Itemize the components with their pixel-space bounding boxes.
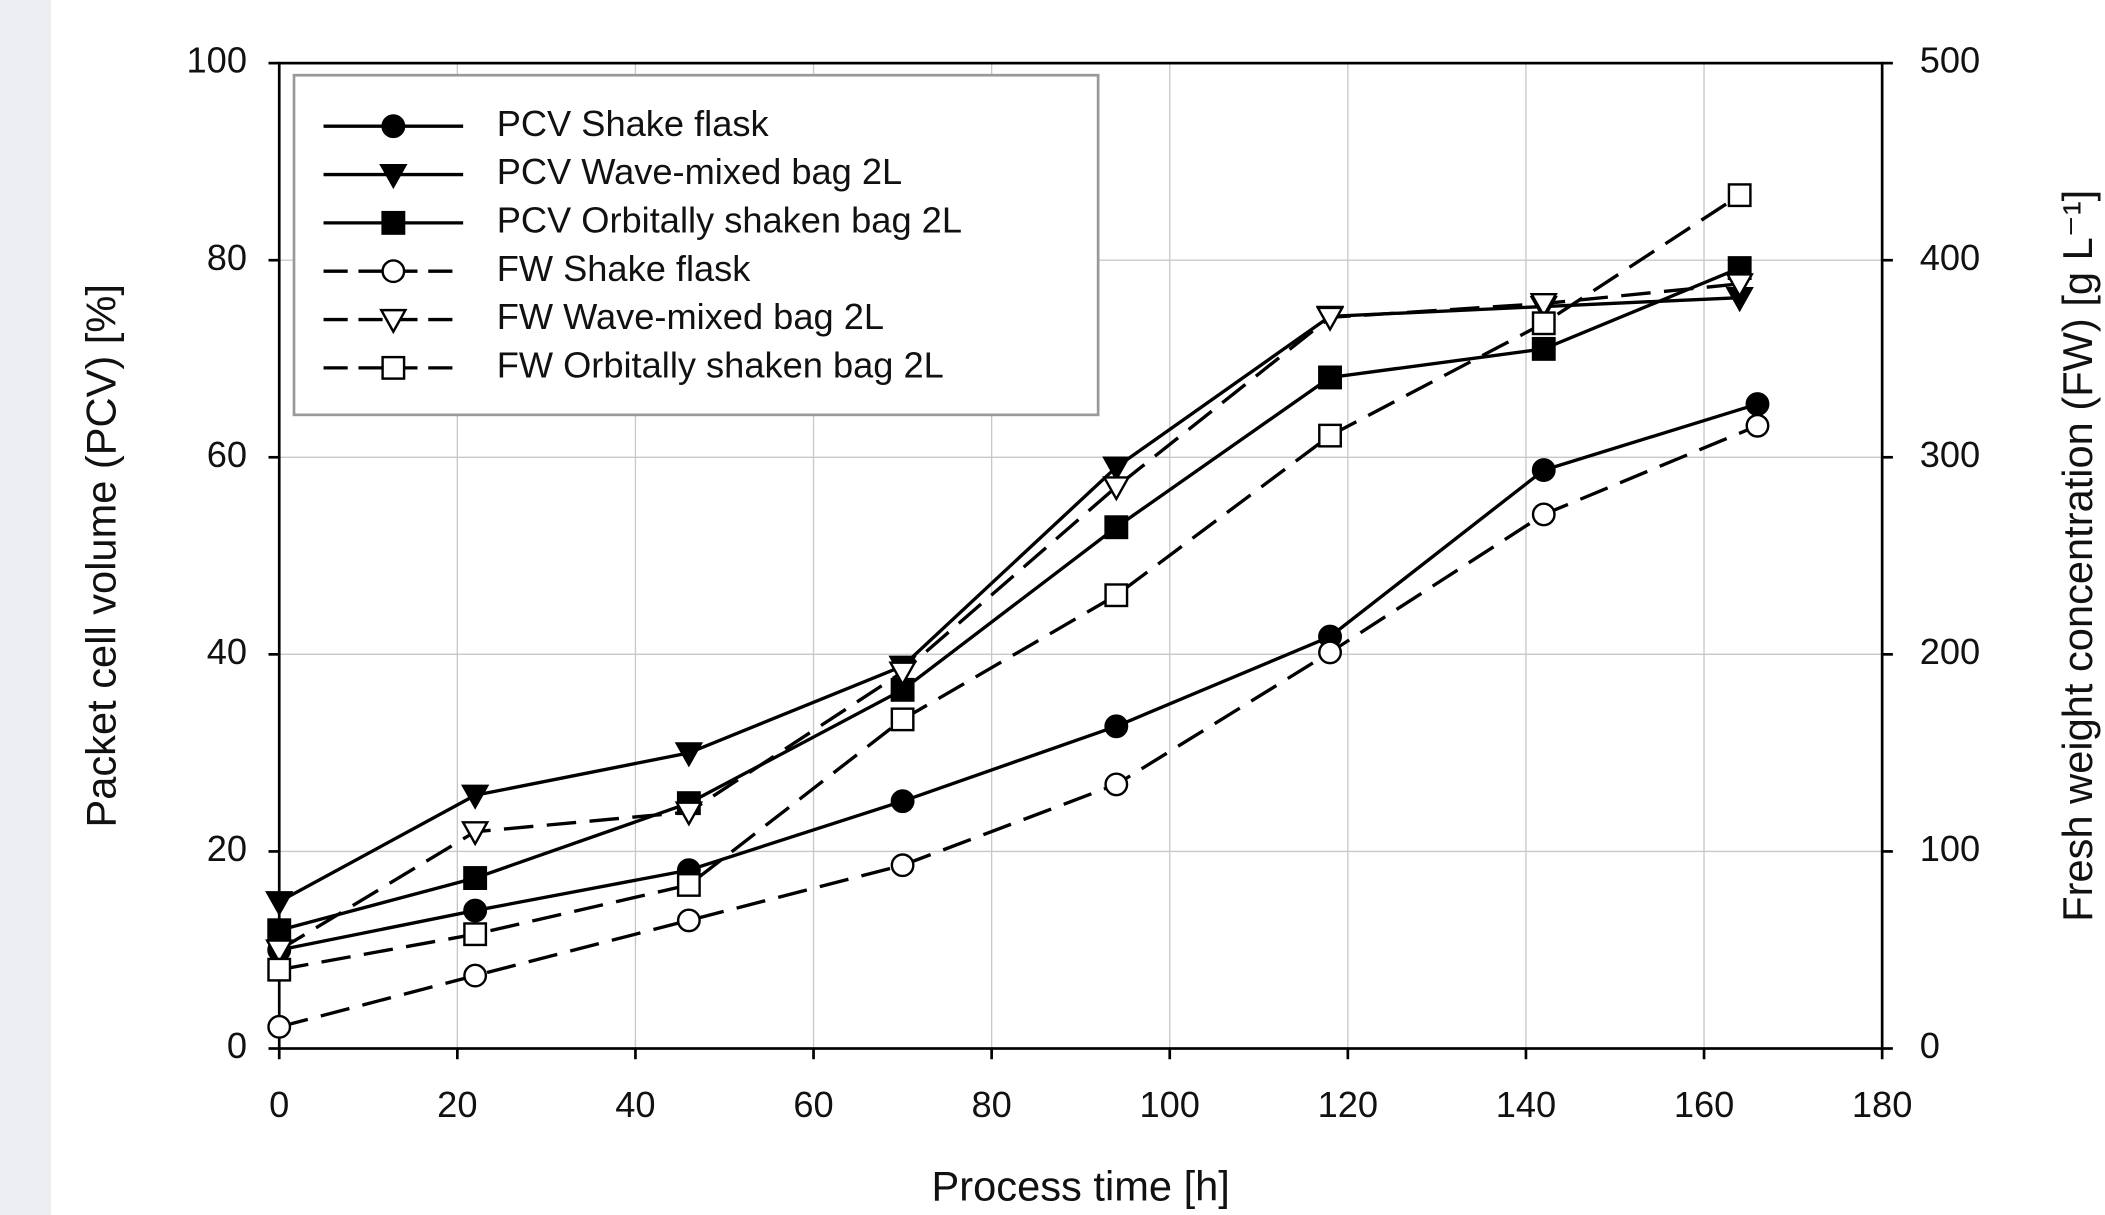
y-axis-label: Packet cell volume (PCV) [%] xyxy=(78,284,125,827)
series-line xyxy=(278,193,1741,972)
marker xyxy=(460,821,490,847)
marker xyxy=(1745,392,1770,417)
side-panel xyxy=(0,0,52,1215)
x-tick-label: 20 xyxy=(437,1084,477,1125)
x-tick-label: 80 xyxy=(971,1084,1011,1125)
x-tick-label: 60 xyxy=(793,1084,833,1125)
x-tick-label: 160 xyxy=(1674,1084,1734,1125)
marker xyxy=(1531,458,1556,483)
marker xyxy=(463,898,488,923)
x-tick-label: 100 xyxy=(1140,1084,1200,1125)
y2-tick-label: 200 xyxy=(1920,631,1980,672)
marker xyxy=(674,742,704,768)
y2-tick-label: 0 xyxy=(1920,1025,1940,1066)
x-tick-label: 120 xyxy=(1318,1084,1378,1125)
y2-tick-label: 100 xyxy=(1920,828,1980,869)
series-line xyxy=(278,282,1740,952)
x-tick-label: 180 xyxy=(1852,1084,1912,1125)
marker xyxy=(265,891,294,917)
y-tick-label: 60 xyxy=(207,434,247,475)
marker xyxy=(463,963,488,988)
y-tick-label: 80 xyxy=(207,237,247,278)
marker xyxy=(890,853,915,878)
x-tick-label: 140 xyxy=(1496,1084,1556,1125)
y-tick-label: 0 xyxy=(227,1025,247,1066)
series-line xyxy=(278,424,1759,1029)
marker xyxy=(1315,306,1345,332)
legend-label: FW Wave-mixed bag 2L xyxy=(497,296,884,337)
marker xyxy=(888,661,917,687)
marker xyxy=(1104,515,1129,540)
legend-marker xyxy=(379,163,408,190)
legend-label: PCV Orbitally shaken bag 2L xyxy=(497,199,962,240)
marker xyxy=(1531,311,1556,336)
marker xyxy=(890,707,915,732)
legend-label: FW Orbitally shaken bag 2L xyxy=(497,344,944,385)
legend-marker xyxy=(381,355,406,380)
marker xyxy=(267,957,292,982)
marker xyxy=(1318,640,1342,665)
marker xyxy=(1725,273,1754,299)
y2-tick-label: 300 xyxy=(1920,434,1980,475)
marker xyxy=(1745,413,1770,438)
legend-label: PCV Shake flask xyxy=(497,103,770,144)
marker xyxy=(463,866,488,890)
x-tick-label: 40 xyxy=(615,1084,655,1125)
x-axis-label: Process time [h] xyxy=(932,1162,1230,1209)
series-line xyxy=(278,295,1740,904)
marker xyxy=(890,789,915,814)
legend-box xyxy=(292,73,1100,417)
y-tick-label: 20 xyxy=(207,828,247,869)
plot-frame xyxy=(277,61,1884,1050)
legend-label: FW Shake flask xyxy=(497,248,752,289)
legend-marker xyxy=(381,210,406,235)
legend-marker xyxy=(379,308,408,335)
legend-label: PCV Wave-mixed bag 2L xyxy=(497,151,902,192)
series-line xyxy=(278,266,1741,932)
marker xyxy=(1104,772,1129,797)
marker xyxy=(1104,714,1129,739)
y-tick-label: 40 xyxy=(207,631,247,672)
marker xyxy=(1727,183,1752,208)
legend-marker xyxy=(381,114,406,139)
marker xyxy=(267,1014,292,1039)
marker xyxy=(1531,336,1556,361)
marker xyxy=(676,872,701,897)
marker xyxy=(1102,476,1131,502)
marker xyxy=(674,801,704,827)
series-line xyxy=(278,402,1758,952)
x-tick-label: 0 xyxy=(269,1084,289,1125)
marker xyxy=(1531,502,1556,527)
y-tick-label: 100 xyxy=(187,40,247,81)
legend-marker xyxy=(381,259,406,284)
marker xyxy=(267,918,292,943)
marker xyxy=(463,922,488,947)
marker xyxy=(1318,365,1342,390)
marker xyxy=(1318,423,1342,448)
marker xyxy=(265,939,294,965)
y2-axis-label: Fresh weight concentration (FW) [g L⁻¹] xyxy=(2054,190,2101,922)
marker xyxy=(1102,456,1131,482)
marker xyxy=(676,908,701,933)
marker xyxy=(460,784,490,810)
marker xyxy=(1529,292,1558,319)
y2-tick-label: 500 xyxy=(1920,40,1980,81)
marker xyxy=(1104,583,1129,608)
y2-tick-label: 400 xyxy=(1920,237,1980,278)
legend: PCV Shake flask PCV Wave-mixed bag 2L PCV … xyxy=(292,73,1100,417)
